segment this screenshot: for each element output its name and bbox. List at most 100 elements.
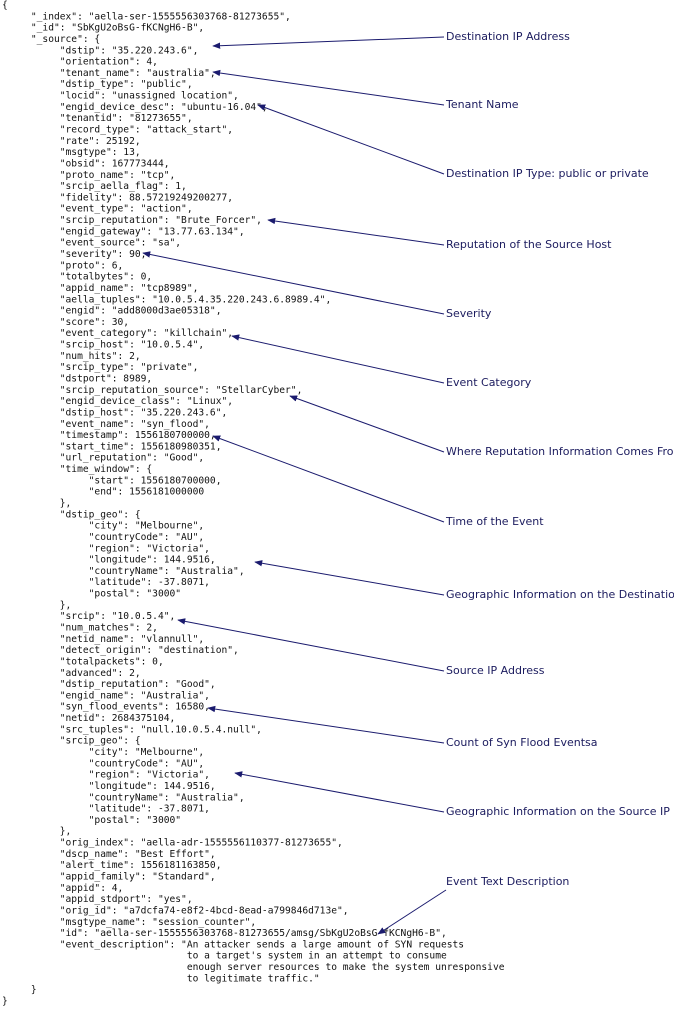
code-line: "region": "Victoria", bbox=[2, 543, 210, 554]
code-line: "fidelity": 88.57219249200277, bbox=[2, 192, 233, 203]
code-line: "detect_origin": "destination", bbox=[2, 645, 239, 656]
annotation-arrow bbox=[267, 217, 445, 246]
code-line: "engid_name": "Australia", bbox=[2, 690, 210, 701]
code-line: "dstip_reputation": "Good", bbox=[2, 679, 216, 690]
annotation-label: Time of the Event bbox=[445, 515, 544, 528]
code-line: } bbox=[2, 996, 8, 1007]
code-line: "dstip_type": "public", bbox=[2, 79, 193, 90]
code-line: "advanced": 2, bbox=[2, 668, 141, 679]
code-line: "city": "Melbourne", bbox=[2, 747, 204, 758]
code-line: "event_name": "syn_flood", bbox=[2, 419, 210, 430]
code-line: } bbox=[2, 985, 37, 996]
code-line: "srcip_type": "private", bbox=[2, 362, 198, 373]
annotation-label: Source IP Address bbox=[446, 664, 545, 677]
code-line: "num_matches": 2, bbox=[2, 623, 158, 634]
code-line: "engid_device_class": "Linux", bbox=[2, 396, 233, 407]
annotation-arrow bbox=[289, 395, 445, 453]
code-line: "longitude": 144.9516, bbox=[2, 555, 216, 566]
code-line: "dstip_host": "35.220.243.6", bbox=[2, 407, 227, 418]
code-line: "engid_gateway": "13.77.63.134", bbox=[2, 226, 245, 237]
code-line: "region": "Victoria", bbox=[2, 770, 210, 781]
code-line: "tenant_name": "australia", bbox=[2, 68, 216, 79]
code-line: "locid": "unassigned location", bbox=[2, 91, 239, 102]
code-line: "id": "aella-ser-1555556303768-81273655/… bbox=[2, 928, 447, 939]
code-line: "srcip_aella_flag": 1, bbox=[2, 181, 187, 192]
code-line: "orig_index": "aella-adr-1555556110377-8… bbox=[2, 838, 343, 849]
code-line: "event_type": "action", bbox=[2, 204, 193, 215]
code-line: "tenantid": "81273655", bbox=[2, 113, 193, 124]
code-line: "src_tuples": "null.10.0.5.4.null", bbox=[2, 724, 262, 735]
annotation-arrow bbox=[212, 69, 445, 106]
code-line: "appid": 4, bbox=[2, 883, 123, 894]
code-line: to a target's system in an attempt to co… bbox=[2, 951, 447, 962]
code-line: "countryCode": "AU", bbox=[2, 758, 204, 769]
annotation-label: Reputation of the Source Host bbox=[446, 238, 612, 251]
code-line: "proto_name": "tcp", bbox=[2, 170, 175, 181]
code-line: "dstip": "35.220.243.6", bbox=[2, 45, 198, 56]
code-line: "proto": 6, bbox=[2, 260, 123, 271]
code-line: "countryName": "Australia", bbox=[2, 566, 245, 577]
annotation-arrow bbox=[212, 36, 445, 49]
code-line: "_source": { bbox=[2, 34, 100, 45]
annotation-label: Count of Syn Flood Eventsa bbox=[446, 736, 598, 749]
code-line: enough server resources to make the syst… bbox=[2, 962, 505, 973]
annotation-arrow bbox=[207, 705, 445, 744]
code-line: "countryCode": "AU", bbox=[2, 532, 204, 543]
annotation-arrow bbox=[142, 251, 445, 315]
annotation-label: Severity bbox=[446, 307, 492, 320]
code-line: "countryName": "Australia", bbox=[2, 792, 245, 803]
code-line: "appid_name": "tcp8989", bbox=[2, 283, 198, 294]
code-line: "totalpackets": 0, bbox=[2, 656, 164, 667]
annotation-label: Where Reputation Information Comes From bbox=[446, 445, 674, 458]
code-line: "_id": "SbKgU2oBsG-fKCNgH6-B", bbox=[2, 23, 204, 34]
code-line: "orientation": 4, bbox=[2, 57, 158, 68]
annotation-arrow bbox=[177, 618, 445, 672]
code-line: }, bbox=[2, 498, 71, 509]
code-line: "severity": 90, bbox=[2, 249, 146, 260]
code-line: "srcip_reputation": "Brute_Forcer", bbox=[2, 215, 262, 226]
code-line: "srcip": "10.0.5.4", bbox=[2, 611, 175, 622]
annotation-label: Event Category bbox=[446, 376, 532, 389]
code-line: "srcip_reputation_source": "StellarCyber… bbox=[2, 385, 302, 396]
code-line: "url_reputation": "Good", bbox=[2, 453, 204, 464]
code-line: "score": 30, bbox=[2, 317, 129, 328]
code-line: "appid_stdport": "yes", bbox=[2, 894, 193, 905]
annotation-label: Destination IP Address bbox=[446, 30, 570, 43]
annotation-arrow bbox=[257, 104, 445, 175]
annotation-arrow bbox=[234, 771, 445, 813]
code-line: "city": "Melbourne", bbox=[2, 521, 204, 532]
code-line: "alert_time": 1556181163850, bbox=[2, 860, 222, 871]
annotation-label: Event Text Description bbox=[446, 875, 569, 888]
code-line: "time_window": { bbox=[2, 464, 152, 475]
code-line: "record_type": "attack_start", bbox=[2, 125, 233, 136]
code-line: "srcip_geo": { bbox=[2, 736, 141, 747]
annotation-arrow bbox=[231, 334, 445, 384]
code-line: "_index": "aella-ser-1555556303768-81273… bbox=[2, 11, 291, 22]
code-line: "syn_flood_events": 16580, bbox=[2, 702, 210, 713]
code-line: }, bbox=[2, 826, 71, 837]
code-line: "latitude": -37.8071, bbox=[2, 577, 210, 588]
code-line: "srcip_host": "10.0.5.4", bbox=[2, 340, 204, 351]
code-line: "latitude": -37.8071, bbox=[2, 804, 210, 815]
code-line: "dstip_geo": { bbox=[2, 509, 141, 520]
code-line: "num_hits": 2, bbox=[2, 351, 141, 362]
code-line: }, bbox=[2, 600, 71, 611]
code-line: "dscp_name": "Best Effort", bbox=[2, 849, 216, 860]
code-line: "engid": "add8000d3ae05318", bbox=[2, 306, 222, 317]
code-line: "totalbytes": 0, bbox=[2, 272, 152, 283]
code-line: "msgtype": 13, bbox=[2, 147, 141, 158]
code-line: "obsid": 167773444, bbox=[2, 158, 170, 169]
code-line: "end": 1556181000000 bbox=[2, 487, 204, 498]
code-line: "engid_device_desc": "ubuntu-16.04", bbox=[2, 102, 268, 113]
annotation-arrow bbox=[254, 560, 445, 596]
code-line: { bbox=[2, 0, 8, 11]
code-line: "msgtype_name": "session_counter", bbox=[2, 917, 256, 928]
code-line: "appid_family": "Standard", bbox=[2, 872, 216, 883]
annotation-label: Geographic Information on the Source IP bbox=[446, 805, 670, 818]
code-line: "longitude": 144.9516, bbox=[2, 781, 216, 792]
code-line: "orig_id": "a7dcfa74-e8f2-4bcd-8ead-a799… bbox=[2, 905, 349, 916]
code-line: "event_category": "killchain", bbox=[2, 328, 233, 339]
annotation-label: Tenant Name bbox=[445, 98, 519, 111]
code-line: "timestamp": 1556180700000, bbox=[2, 430, 216, 441]
